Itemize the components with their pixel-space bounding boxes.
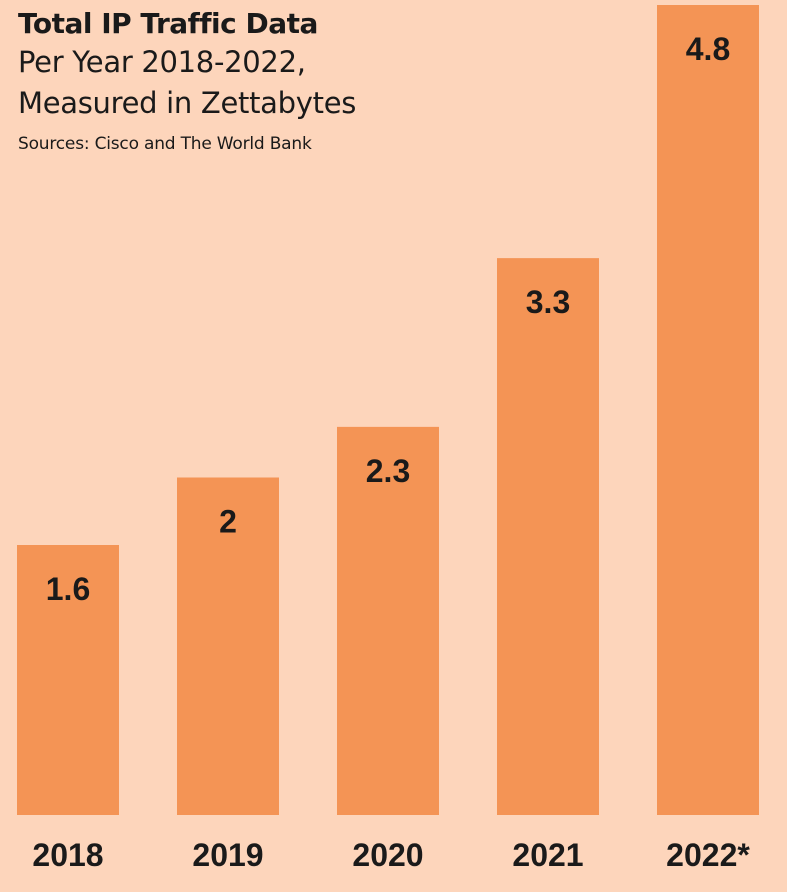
chart-subtitle-line-1: Per Year 2018-2022, [18,45,306,79]
bar-2022 [657,5,759,815]
x-tick-label-2018: 2018 [32,837,103,873]
data-label-2020: 2.3 [366,453,410,489]
x-tick-label-2020: 2020 [352,837,423,873]
bar-2018 [17,545,119,815]
chart-source: Sources: Cisco and The World Bank [18,134,312,154]
bar-2019 [177,477,279,815]
data-label-2021: 3.3 [526,284,570,320]
data-label-2019: 2 [219,504,237,540]
bar-2021 [497,258,599,815]
chart-title: Total IP Traffic Data [18,7,318,40]
chart-subtitle-line-2: Measured in Zettabytes [18,86,357,120]
x-tick-label-2022: 2022* [666,837,750,873]
x-tick-label-2019: 2019 [192,837,263,873]
data-label-2022: 4.8 [686,31,730,67]
data-label-2018: 1.6 [46,571,90,607]
x-tick-label-2021: 2021 [512,837,583,873]
title-block: Total IP Traffic Data Per Year 2018-2022… [18,6,356,154]
bar-2020 [337,426,439,815]
